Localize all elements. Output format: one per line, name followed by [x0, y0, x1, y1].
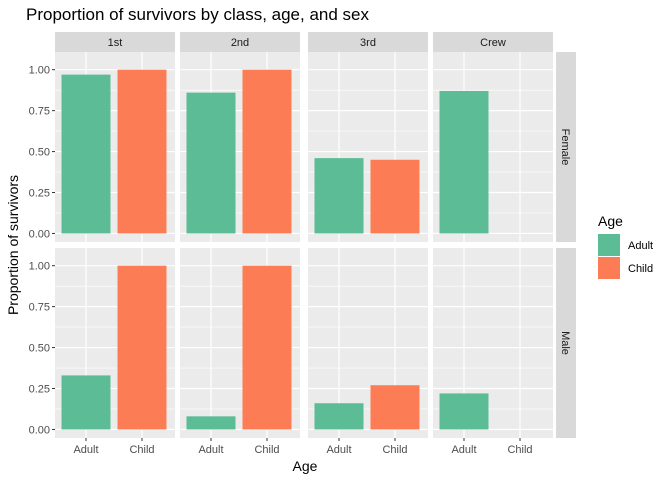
bar-female-crew-adult	[439, 90, 489, 234]
x-tick-label: Adult	[198, 444, 223, 456]
chart-title: Proportion of survivors by class, age, a…	[26, 5, 369, 24]
strip-label-2nd: 2nd	[231, 37, 249, 49]
bar-female-1st-child	[117, 69, 167, 234]
x-tick-label: Child	[382, 444, 407, 456]
x-tick-label: Child	[254, 444, 279, 456]
y-tick-label: 0.25	[29, 188, 50, 200]
strip-label-crew: Crew	[480, 37, 506, 49]
strip-label-female: Female	[559, 129, 571, 166]
legend-label-adult: Adult	[628, 240, 653, 252]
x-tick-label: Child	[507, 444, 532, 456]
legend-key-adult	[598, 234, 620, 256]
bar-male-1st-adult	[61, 375, 111, 430]
bar-female-3rd-child	[370, 159, 420, 234]
y-tick-label: 1.00	[29, 65, 50, 77]
strip-side-male	[556, 248, 576, 438]
y-tick-label: 0.50	[29, 147, 50, 159]
legend-title: Age	[598, 213, 623, 229]
strip-label-1st: 1st	[108, 37, 123, 49]
strip-top-crew	[433, 32, 553, 52]
y-tick-label: 0.50	[29, 343, 50, 355]
x-tick-label: Adult	[326, 444, 351, 456]
strip-side-female	[556, 52, 576, 242]
bar-male-2nd-adult	[186, 416, 236, 430]
y-tick-label: 0.00	[29, 228, 50, 240]
bar-male-crew-adult	[439, 393, 489, 430]
facet-panels: 1st 2nd 3rd Crew Female 0.00 0.25 0.50 0.75 1.00 M…	[29, 32, 576, 456]
bar-female-2nd-child	[242, 69, 292, 234]
x-axis-title: Age	[293, 458, 318, 474]
y-tick-label: 0.75	[29, 302, 50, 314]
legend-key-child	[598, 257, 620, 279]
bar-male-1st-child	[117, 265, 167, 430]
y-tick-label: 0.00	[29, 424, 50, 436]
strip-top-3rd	[308, 32, 428, 52]
x-tick-label: Adult	[451, 444, 476, 456]
strip-top-2nd	[180, 32, 300, 52]
x-tick-label: Child	[129, 444, 154, 456]
bar-male-3rd-child	[370, 385, 420, 430]
bar-female-2nd-adult	[186, 92, 236, 234]
bar-female-3rd-adult	[314, 158, 364, 234]
bar-female-1st-adult	[61, 74, 111, 234]
y-axis-title: Proportion of survivors	[5, 175, 21, 315]
legend-label-child: Child	[628, 263, 653, 275]
y-tick-label: 0.75	[29, 106, 50, 118]
strip-label-3rd: 3rd	[360, 37, 376, 49]
legend: Age Adult Child	[598, 213, 653, 279]
y-tick-label: 1.00	[29, 261, 50, 273]
strip-label-male: Male	[559, 331, 571, 355]
bar-male-2nd-child	[242, 265, 292, 430]
strip-top-1st	[55, 32, 175, 52]
y-tick-label: 0.25	[29, 384, 50, 396]
x-tick-label: Adult	[73, 444, 98, 456]
bar-male-3rd-adult	[314, 403, 364, 430]
